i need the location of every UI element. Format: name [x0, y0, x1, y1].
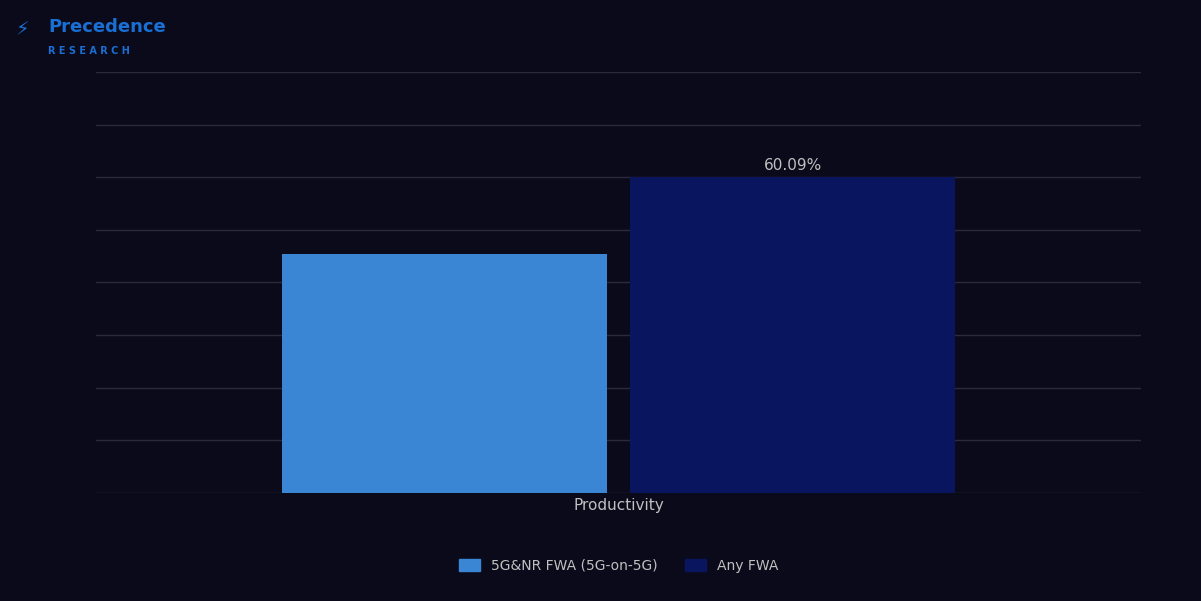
- Text: 60.09%: 60.09%: [764, 157, 821, 172]
- Text: R E S E A R C H: R E S E A R C H: [48, 46, 130, 56]
- Text: Precedence: Precedence: [48, 18, 166, 36]
- Bar: [282, 254, 607, 493]
- Text: ⚡: ⚡: [16, 20, 29, 40]
- Legend: 5G&NR FWA (5G-on-5G), Any FWA: 5G&NR FWA (5G-on-5G), Any FWA: [453, 554, 784, 578]
- Bar: [631, 177, 955, 493]
